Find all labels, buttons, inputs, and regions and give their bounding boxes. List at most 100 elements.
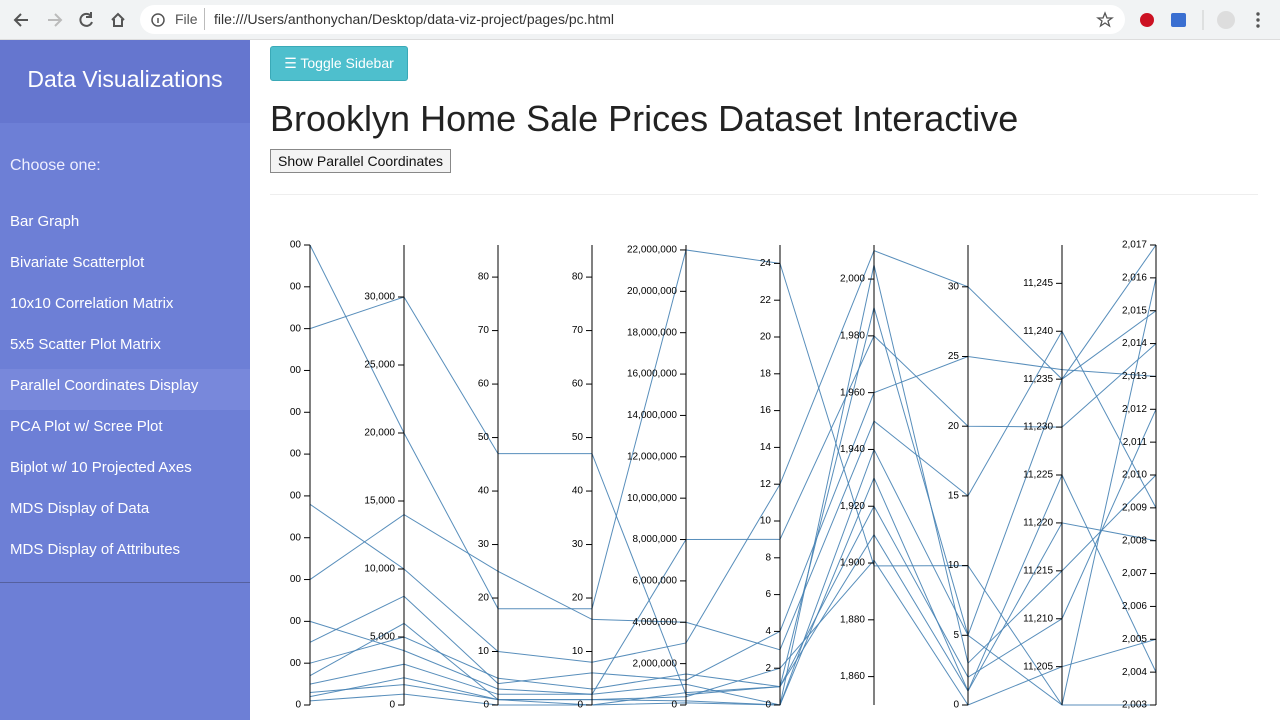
tick-label: 11,215 (1023, 565, 1053, 576)
tick-label: 11,220 (1023, 518, 1053, 529)
tick-label: 12,000,000 (627, 451, 677, 462)
data-line (309, 356, 1157, 685)
tick-label: 2,012 (1122, 404, 1147, 415)
tick-label: 20 (572, 593, 584, 604)
sidebar-item[interactable]: MDS Display of Attributes (10, 541, 181, 558)
tick-label: 14,000,000 (627, 410, 677, 421)
tick-label: 22 (760, 295, 772, 306)
tick-label: 10,000 (364, 564, 395, 575)
sidebar-item[interactable]: Parallel Coordinates Display (0, 369, 250, 410)
sidebar-item[interactable]: 10x10 Correlation Matrix (10, 295, 174, 312)
tick-label: 2,007 (1122, 568, 1147, 579)
tick-label: 80 (478, 272, 490, 283)
data-line (309, 476, 1157, 706)
tick-label: 2,010 (1122, 470, 1147, 481)
tick-label: 16 (760, 405, 772, 416)
tick-label: 11,210 (1023, 613, 1053, 624)
tick-label: 4 (765, 626, 771, 637)
data-line (309, 473, 1157, 706)
tick-label: 00 (290, 532, 302, 543)
profile[interactable] (1217, 11, 1235, 29)
tick-label: 10,000,000 (627, 493, 677, 504)
tick-label: 1,880 (840, 614, 865, 625)
show-parallel-button[interactable]: Show Parallel Coordinates (270, 149, 451, 173)
tick-label: 1,860 (840, 671, 865, 682)
address-bar[interactable]: File file:///Users/anthonychan/Desktop/d… (140, 5, 1125, 34)
sidebar-item[interactable]: Bivariate Scatterplot (10, 254, 145, 271)
toggle-sidebar-button[interactable]: ☰ Toggle Sidebar (270, 46, 408, 81)
extensions (1140, 10, 1260, 30)
tick-label: 0 (295, 700, 301, 711)
data-line (309, 330, 1157, 651)
tick-label: 18 (760, 368, 772, 379)
tick-label: 2,017 (1122, 240, 1147, 251)
tick-label: 2,000 (840, 274, 865, 285)
tick-label: 2,000,000 (633, 658, 678, 669)
data-line (309, 244, 1156, 706)
tick-label: 4,000,000 (633, 617, 678, 628)
main-content: ☰ Toggle Sidebar Brooklyn Home Sale Pric… (270, 40, 1280, 720)
sidebar-item[interactable]: Biplot w/ 10 Projected Axes (10, 459, 192, 476)
tick-label: 1,980 (840, 331, 865, 342)
tick-label: 20 (760, 332, 772, 343)
forward[interactable] (48, 13, 63, 27)
tick-label: 1,940 (840, 444, 865, 455)
tick-label: 10 (478, 646, 490, 657)
tick-label: 18,000,000 (627, 327, 677, 338)
sidebar-item[interactable]: PCA Plot w/ Scree Plot (10, 418, 163, 435)
tick-label: 20 (478, 593, 490, 604)
sidebar-item[interactable]: 5x5 Scatter Plot Matrix (10, 336, 161, 353)
tick-label: 10 (948, 560, 960, 571)
tick-label: 10 (760, 516, 772, 527)
parallel-coordinates-chart: 0000000000000000000000005,00010,00015,00… (290, 240, 1157, 711)
back[interactable] (13, 13, 28, 27)
tick-label: 60 (572, 379, 584, 390)
tick-label: 5,000 (370, 632, 395, 643)
sidebar-item[interactable]: Bar Graph (10, 213, 80, 230)
tick-label: 0 (389, 700, 395, 711)
sidebar-item[interactable]: MDS Display of Data (10, 500, 150, 517)
tick-label: 0 (483, 700, 489, 711)
tick-label: 40 (478, 486, 490, 497)
tick-label: 2,013 (1122, 371, 1147, 382)
reload[interactable] (79, 12, 93, 27)
tick-label: 2,008 (1122, 535, 1147, 546)
tick-label: 00 (290, 658, 302, 669)
tick-label: 16,000,000 (627, 369, 677, 380)
file-label: File (175, 11, 198, 27)
tick-label: 00 (290, 491, 302, 502)
menu[interactable] (1256, 12, 1260, 16)
tick-label: 60 (478, 379, 490, 390)
tick-label: 0 (953, 700, 959, 711)
bookmark-star[interactable] (1095, 5, 1115, 34)
tick-label: 2,014 (1122, 338, 1147, 349)
data-line (309, 244, 1157, 696)
tick-label: 00 (290, 323, 302, 334)
sidebar-menu: Bar Graph Bivariate Scatterplot 10x10 Corr… (0, 205, 250, 574)
tick-label: 10 (572, 646, 584, 657)
tick-label: 5 (953, 630, 959, 641)
tick-label: 00 (290, 281, 302, 292)
tick-label: 0 (671, 700, 677, 711)
tick-label: 70 (478, 325, 490, 336)
tick-label: 11,225 (1023, 470, 1053, 481)
tick-label: 0 (765, 700, 771, 711)
toggle-icon: ☰ (284, 55, 297, 71)
tick-label: 15,000 (364, 496, 395, 507)
data-line (309, 250, 1157, 663)
data-line (309, 277, 1157, 706)
tick-label: 24 (760, 258, 772, 269)
toggle-label: Toggle Sidebar (300, 55, 394, 71)
ext-blue[interactable] (1171, 13, 1186, 27)
tick-label: 22,000,000 (627, 245, 677, 256)
tick-label: 20 (948, 421, 960, 432)
home[interactable] (111, 12, 125, 27)
sidebar: Data Visualizations Choose one: Bar Grap… (0, 40, 250, 720)
tick-label: 11,205 (1023, 661, 1053, 672)
tick-label: 1,900 (840, 558, 865, 569)
tick-label: 30,000 (364, 292, 395, 303)
data-line (309, 335, 1157, 695)
tick-label: 00 (290, 449, 302, 460)
ext-opera[interactable] (1140, 13, 1154, 27)
